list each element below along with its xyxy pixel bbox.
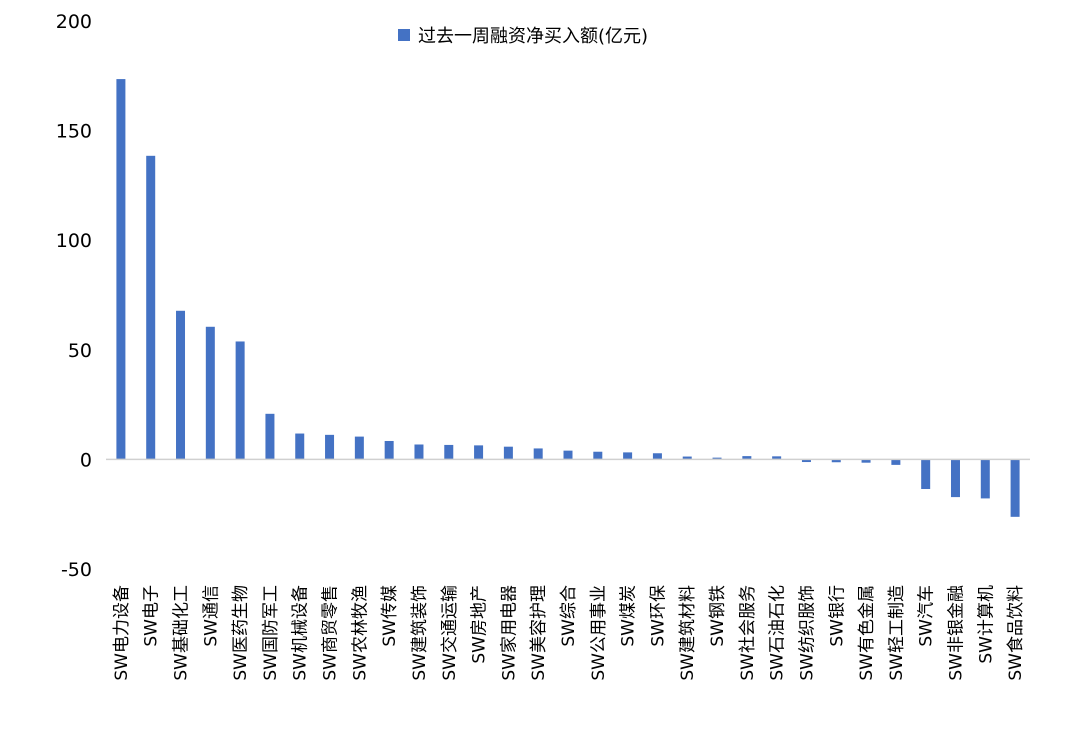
bar (503, 446, 513, 460)
x-tick-label: SW家用电器 (499, 585, 519, 681)
bar (146, 155, 156, 460)
bar (265, 413, 275, 460)
bar (980, 459, 990, 499)
bar (921, 459, 931, 489)
x-tick-label: SW建筑装饰 (410, 585, 430, 681)
x-tick-label: SW国防军工 (261, 585, 281, 681)
x-tick-label: SW商贸零售 (321, 585, 341, 681)
x-tick-label: SW计算机 (976, 585, 996, 664)
bar (563, 450, 573, 460)
bar (384, 440, 394, 460)
x-tick-label: SW交通运输 (440, 585, 460, 681)
bar (891, 459, 901, 465)
bar (801, 459, 811, 463)
x-tick-label: SW综合 (559, 585, 579, 647)
bar (593, 451, 603, 460)
bar (444, 444, 454, 460)
legend-label: 过去一周融资净买入额(亿元) (418, 26, 648, 47)
x-tick-label: SW纺织服饰 (797, 585, 817, 681)
bar (354, 436, 364, 460)
legend-swatch (398, 29, 410, 41)
y-axis: 200 150 100 50 0 -50 (56, 11, 92, 581)
x-tick-label: SW传媒 (380, 585, 400, 647)
bar (116, 79, 126, 460)
legend: 过去一周融资净买入额(亿元) (398, 26, 648, 47)
y-tick-label: 150 (56, 121, 92, 143)
x-tick-label: SW房地产 (470, 585, 490, 664)
x-tick-label: SW基础化工 (172, 585, 192, 681)
x-tick-label: SW有色金属 (857, 585, 877, 681)
bar (235, 341, 245, 460)
x-tick-label: SW建筑材料 (678, 585, 698, 681)
x-tick-label: SW钢铁 (708, 585, 728, 647)
bar (1010, 459, 1020, 517)
x-tick-label: SW电力设备 (112, 585, 132, 681)
bar (861, 459, 871, 463)
bar (682, 456, 692, 460)
y-tick-label: -50 (61, 559, 92, 581)
x-tick-label: SW农林牧渔 (350, 585, 370, 681)
x-axis: SW电力设备 SW电子 SW基础化工 SW通信 SW医药生物 SW国防军工 SW机械设备 SW… (112, 585, 1026, 681)
y-tick-label: 0 (80, 449, 92, 471)
x-tick-label: SW通信 (201, 585, 221, 647)
x-tick-label: SW非银金融 (946, 585, 966, 681)
x-tick-label: SW煤炭 (619, 585, 639, 647)
x-tick-label: SW电子 (142, 585, 162, 647)
bar (474, 445, 484, 460)
bar (742, 456, 752, 460)
y-tick-label: 200 (56, 11, 92, 33)
x-tick-label: SW机械设备 (291, 585, 311, 681)
bar (712, 457, 722, 460)
bar (533, 448, 543, 460)
x-tick-label: SW食品饮料 (1006, 585, 1026, 681)
bar (652, 453, 662, 460)
x-tick-label: SW轻工制造 (887, 585, 907, 681)
x-tick-label: SW医药生物 (231, 585, 251, 681)
bars (116, 79, 1020, 517)
bar (205, 326, 215, 460)
x-tick-label: SW石油石化 (768, 585, 788, 681)
bar (772, 456, 782, 460)
bar (325, 434, 335, 460)
y-tick-label: 50 (68, 340, 92, 362)
x-tick-label: SW环保 (648, 585, 668, 647)
bar (950, 459, 960, 498)
x-tick-label: SW银行 (827, 585, 847, 647)
bar (176, 310, 186, 460)
bar (414, 444, 424, 460)
x-tick-label: SW美容护理 (529, 585, 549, 681)
y-tick-label: 100 (56, 230, 92, 252)
bar (295, 433, 305, 460)
bar (623, 452, 633, 460)
x-tick-label: SW汽车 (917, 585, 937, 647)
x-tick-label: SW公用事业 (589, 585, 609, 681)
bar (831, 459, 841, 463)
x-tick-label: SW社会服务 (738, 585, 758, 681)
